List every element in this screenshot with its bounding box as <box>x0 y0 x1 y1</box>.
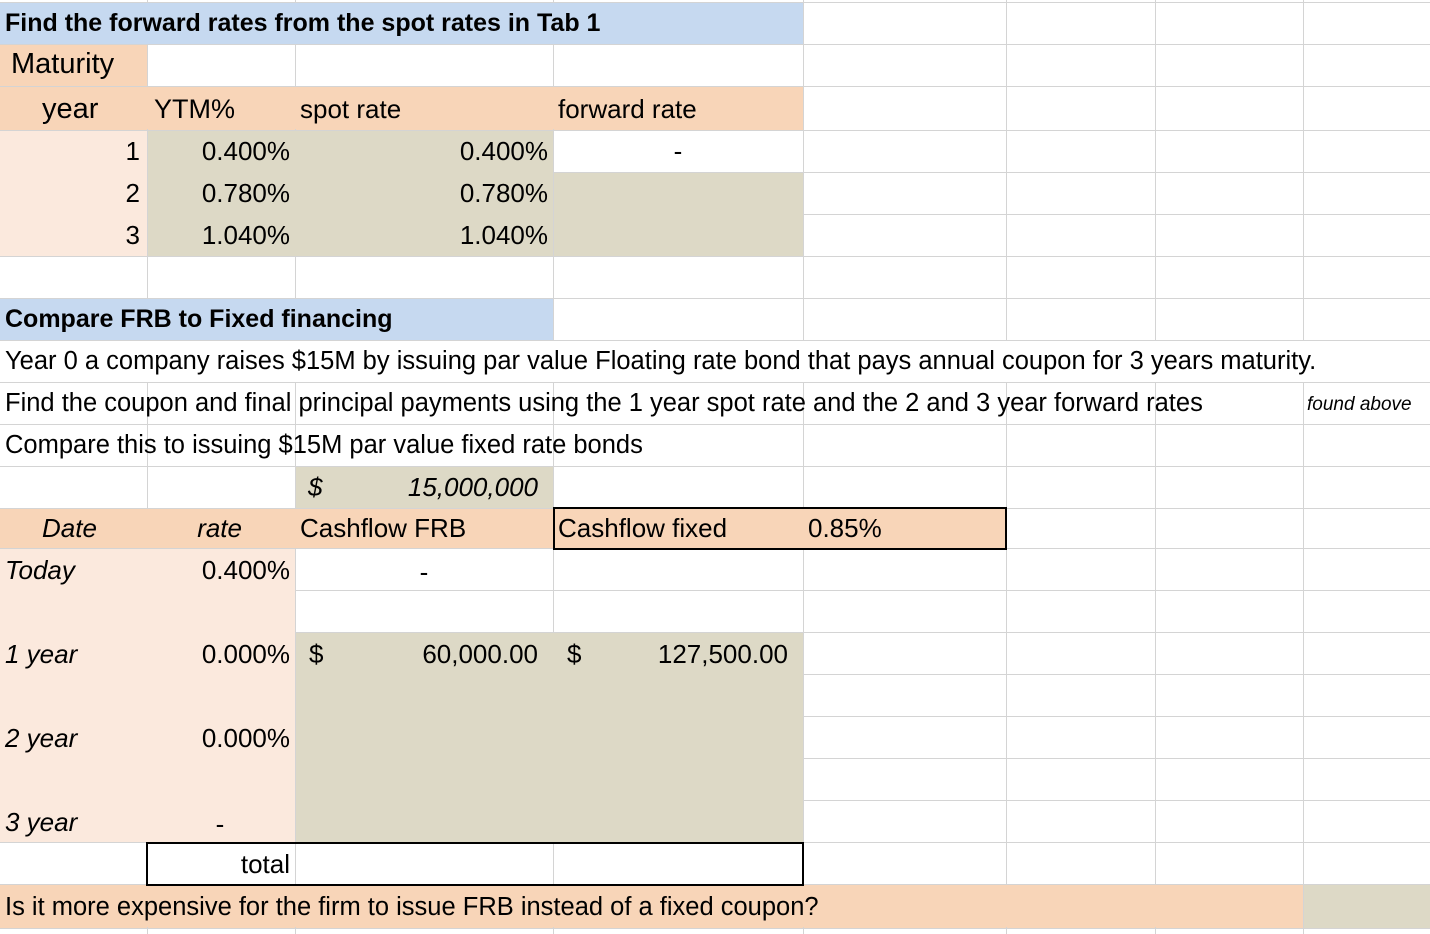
ytm-cell[interactable]: 1.040% <box>201 220 290 250</box>
ytm-cell[interactable]: 0.400% <box>201 136 290 166</box>
par-value-cell[interactable]: 15,000,000 <box>407 472 538 502</box>
frb-cashflow-cell[interactable]: - <box>419 557 429 587</box>
date-header: Date <box>42 513 97 543</box>
forward-rate-cell[interactable] <box>553 214 803 256</box>
fixed-cashflow-cell[interactable]: 127,500.00 <box>657 639 788 669</box>
fixed-currency: $ <box>567 639 582 669</box>
problem-line-1: Year 0 a company raises $15M by issuing … <box>5 347 1317 375</box>
spot-rate-cell[interactable]: 0.780% <box>459 178 548 208</box>
rate-cell[interactable]: - <box>215 809 225 839</box>
total-label: total <box>240 849 290 879</box>
question-text: Is it more expensive for the firm to iss… <box>5 893 819 921</box>
forward-rate-header: forward rate <box>558 94 697 124</box>
date-cell[interactable]: Today <box>5 555 75 585</box>
ytm-cell[interactable]: 0.780% <box>201 178 290 208</box>
year-cell[interactable]: 1 <box>125 136 140 166</box>
cashflow-fixed-header-box <box>553 507 1007 550</box>
year-cell[interactable]: 3 <box>125 220 140 250</box>
year-header: year <box>42 93 99 125</box>
total-divider <box>553 844 554 884</box>
ytm-header: YTM% <box>154 94 235 124</box>
forward-rate-cell[interactable] <box>553 172 803 214</box>
year-cell[interactable]: 2 <box>125 178 140 208</box>
par-currency: $ <box>308 472 323 502</box>
answer-cell[interactable] <box>1304 885 1430 927</box>
spot-rate-cell[interactable]: 1.040% <box>459 220 548 250</box>
rate-cell[interactable]: 0.400% <box>201 555 290 585</box>
frb-cashflow-cell[interactable]: 60,000.00 <box>422 639 538 669</box>
problem-line-2: Find the coupon and final principal paym… <box>5 389 1203 417</box>
problem-line-3: Compare this to issuing $15M par value f… <box>5 431 643 459</box>
spot-rate-header: spot rate <box>300 94 402 124</box>
section2-title: Compare FRB to Fixed financing <box>5 305 393 333</box>
fixed-rate-cell[interactable]: 0.85% <box>808 513 882 543</box>
total-fixed-cell[interactable] <box>555 844 801 884</box>
date-cell[interactable]: 2 year <box>5 723 78 753</box>
date-cell[interactable]: 3 year <box>5 807 78 837</box>
frb-currency: $ <box>309 639 324 669</box>
rate-cell[interactable]: 0.000% <box>201 723 290 753</box>
section1-title: Find the forward rates from the spot rat… <box>5 9 601 37</box>
spot-rate-cell[interactable]: 0.400% <box>459 136 548 166</box>
cashflow-frb-header: Cashflow FRB <box>300 513 467 543</box>
cashflow-fixed-header: Cashflow fixed <box>558 513 728 543</box>
forward-rate-cell[interactable]: - <box>673 136 683 166</box>
total-frb-cell[interactable] <box>296 844 552 884</box>
rate-cell[interactable]: 0.000% <box>201 639 290 669</box>
found-above-note: found above <box>1307 394 1412 415</box>
total-box <box>146 842 804 886</box>
date-cell[interactable]: 1 year <box>5 639 78 669</box>
rate-header: rate <box>197 513 242 543</box>
maturity-label: Maturity <box>11 48 115 80</box>
